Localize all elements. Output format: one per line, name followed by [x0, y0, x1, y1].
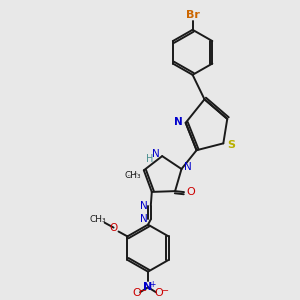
Text: −: −	[161, 286, 168, 295]
Text: N: N	[140, 214, 148, 224]
Text: O: O	[187, 187, 195, 197]
Text: S: S	[227, 140, 235, 150]
Text: methyl: methyl	[128, 175, 132, 176]
Text: O: O	[154, 288, 163, 298]
Text: N: N	[174, 117, 183, 127]
Text: O: O	[110, 223, 118, 232]
Text: N: N	[152, 149, 160, 159]
Text: CH₃: CH₃	[124, 171, 141, 180]
Text: N: N	[140, 201, 148, 211]
Text: O: O	[133, 288, 142, 298]
Text: −: −	[140, 286, 147, 295]
Text: methyl: methyl	[134, 173, 139, 174]
Text: +: +	[149, 280, 155, 289]
Text: N: N	[184, 162, 191, 172]
Text: N: N	[143, 282, 153, 292]
Text: H: H	[146, 154, 153, 164]
Text: Br: Br	[186, 10, 200, 20]
Text: CH₃: CH₃	[89, 215, 106, 224]
